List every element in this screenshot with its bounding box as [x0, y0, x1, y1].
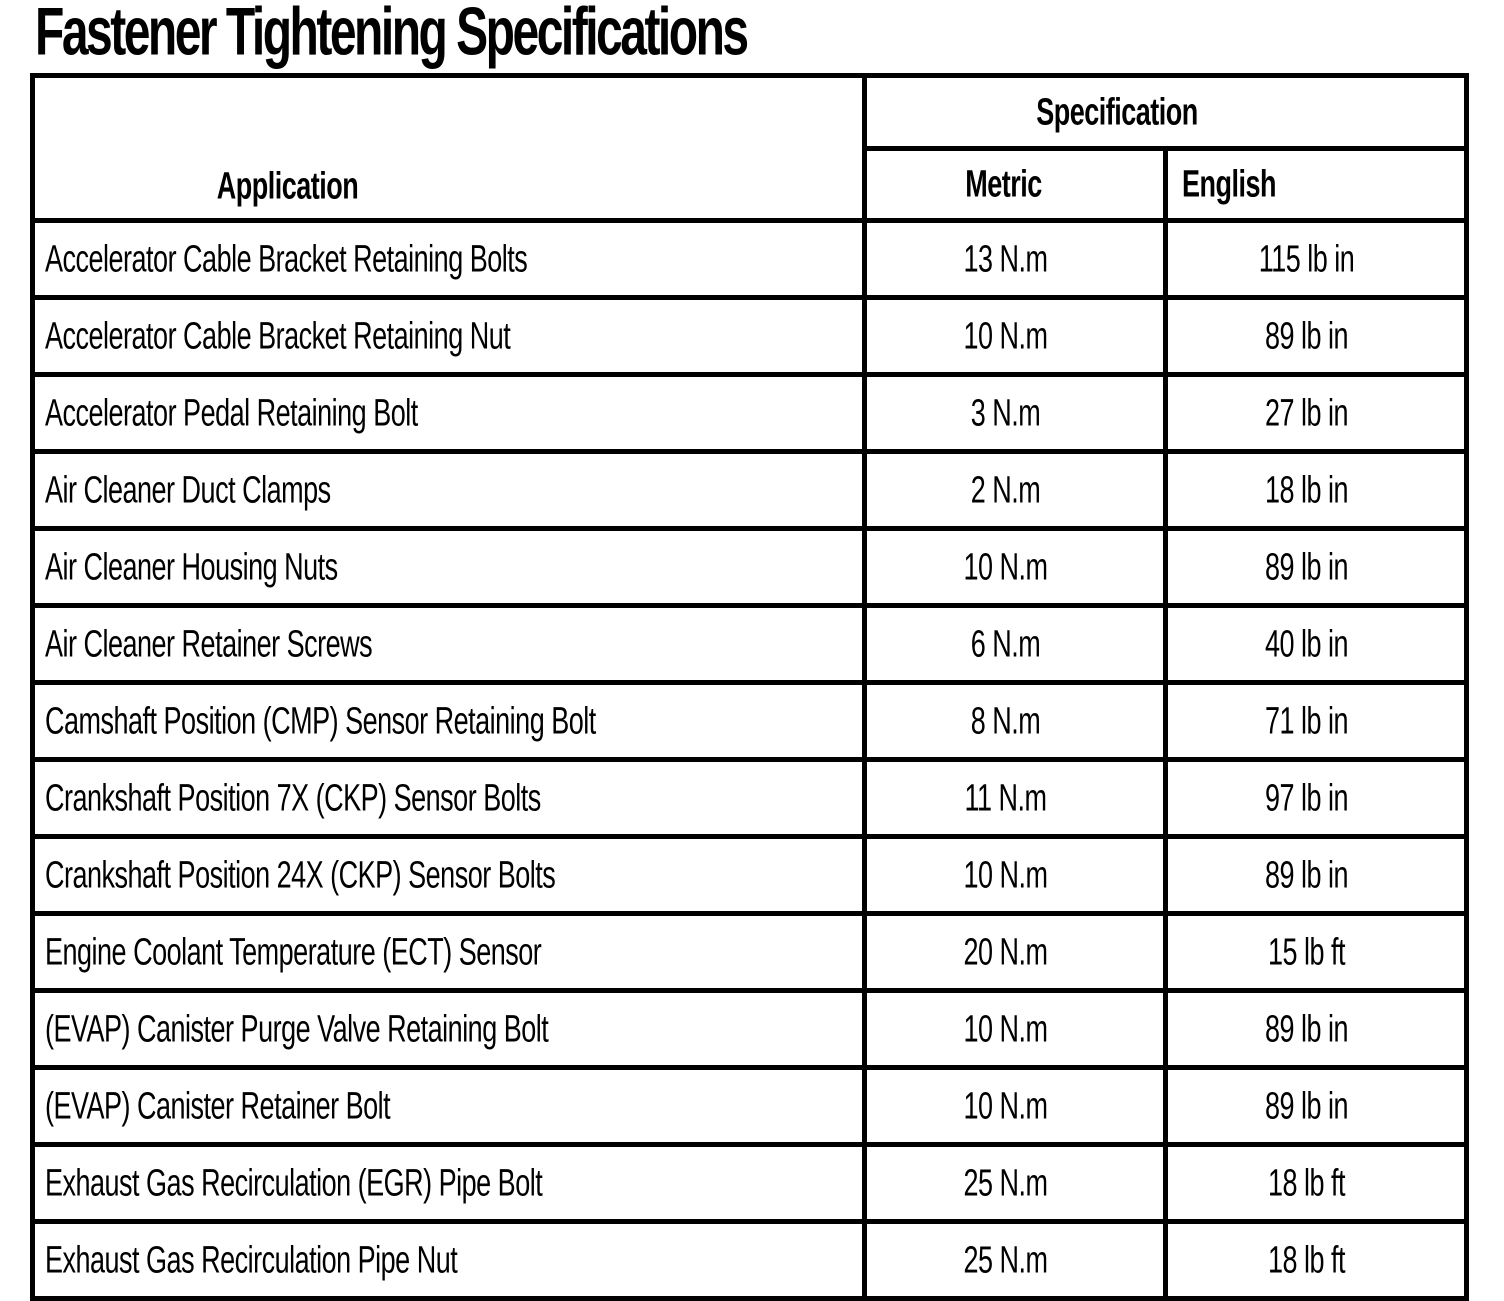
metric-cell: 8 N.m [862, 680, 1168, 762]
metric-cell: 3 N.m [862, 372, 1168, 454]
table-row: Air Cleaner Retainer Screws 6 N.m 40 lb … [30, 603, 1470, 685]
application-cell: (EVAP) Canister Retainer Bolt [30, 1065, 867, 1147]
english-cell: 89 lb in [1162, 295, 1470, 377]
english-cell: 89 lb in [1162, 1065, 1470, 1147]
metric-cell: 6 N.m [862, 603, 1168, 685]
english-cell: 97 lb in [1162, 757, 1470, 839]
table-row: (EVAP) Canister Purge Valve Retaining Bo… [30, 988, 1470, 1070]
application-cell: Exhaust Gas Recirculation Pipe Nut [30, 1219, 867, 1301]
page-title-text: Fastener Tightening Specifications [35, 0, 749, 70]
application-cell: Air Cleaner Duct Clamps [30, 449, 867, 531]
application-cell: Exhaust Gas Recirculation (EGR) Pipe Bol… [30, 1142, 867, 1224]
english-cell: 71 lb in [1162, 680, 1470, 762]
table-row: Accelerator Cable Bracket Retaining Nut … [30, 295, 1470, 377]
application-header-label: Application [216, 164, 359, 208]
table-row: Accelerator Pedal Retaining Bolt 3 N.m 2… [30, 372, 1470, 454]
metric-cell: 10 N.m [862, 1065, 1168, 1147]
application-column-header: Application [30, 73, 867, 223]
english-cell: 18 lb in [1162, 449, 1470, 531]
application-cell: (EVAP) Canister Purge Valve Retaining Bo… [30, 988, 867, 1070]
metric-cell: 10 N.m [862, 295, 1168, 377]
table-row: Camshaft Position (CMP) Sensor Retaining… [30, 680, 1470, 762]
english-cell: 27 lb in [1162, 372, 1470, 454]
english-cell: 89 lb in [1162, 988, 1470, 1070]
metric-cell: 25 N.m [862, 1219, 1168, 1301]
application-cell: Air Cleaner Housing Nuts [30, 526, 867, 608]
english-cell: 18 lb ft [1162, 1142, 1470, 1224]
metric-cell: 10 N.m [862, 526, 1168, 608]
metric-header-label: Metric [965, 162, 1042, 206]
english-cell: 40 lb in [1162, 603, 1470, 685]
metric-cell: 20 N.m [862, 911, 1168, 993]
english-cell: 15 lb ft [1162, 911, 1470, 993]
metric-cell: 2 N.m [862, 449, 1168, 531]
application-cell: Accelerator Pedal Retaining Bolt [30, 372, 867, 454]
metric-cell: 13 N.m [862, 218, 1168, 300]
table-row: Crankshaft Position 7X (CKP) Sensor Bolt… [30, 757, 1470, 839]
table-row: (EVAP) Canister Retainer Bolt 10 N.m 89 … [30, 1065, 1470, 1147]
english-cell: 18 lb ft [1162, 1219, 1470, 1301]
english-cell: 89 lb in [1162, 526, 1470, 608]
table-row: Exhaust Gas Recirculation Pipe Nut 25 N.… [30, 1219, 1470, 1301]
metric-column-header: Metric [862, 146, 1168, 223]
application-cell: Accelerator Cable Bracket Retaining Nut [30, 295, 867, 377]
english-cell: 89 lb in [1162, 834, 1470, 916]
table-row: Engine Coolant Temperature (ECT) Sensor … [30, 911, 1470, 993]
table-row: Air Cleaner Housing Nuts 10 N.m 89 lb in [30, 526, 1470, 608]
metric-cell: 11 N.m [862, 757, 1168, 839]
table-row: Exhaust Gas Recirculation (EGR) Pipe Bol… [30, 1142, 1470, 1224]
table-row: Air Cleaner Duct Clamps 2 N.m 18 lb in [30, 449, 1470, 531]
application-cell: Camshaft Position (CMP) Sensor Retaining… [30, 680, 867, 762]
table-row: Crankshaft Position 24X (CKP) Sensor Bol… [30, 834, 1470, 916]
application-cell: Crankshaft Position 24X (CKP) Sensor Bol… [30, 834, 867, 916]
metric-cell: 10 N.m [862, 834, 1168, 916]
english-column-header: English [1162, 146, 1470, 223]
english-header-label: English [1182, 162, 1277, 206]
english-cell: 115 lb in [1162, 218, 1470, 300]
table-body: Accelerator Cable Bracket Retaining Bolt… [30, 218, 1470, 1301]
table-header: Application Specification Metric English [30, 73, 1470, 223]
application-cell: Crankshaft Position 7X (CKP) Sensor Bolt… [30, 757, 867, 839]
header-row-1: Application Specification [30, 73, 1470, 223]
application-cell: Accelerator Cable Bracket Retaining Bolt… [30, 218, 867, 300]
page-title: Fastener Tightening Specifications [35, 0, 1504, 66]
specification-header-label: Specification [1036, 89, 1198, 133]
metric-cell: 25 N.m [862, 1142, 1168, 1224]
table-row: Accelerator Cable Bracket Retaining Bolt… [30, 218, 1470, 300]
fastener-spec-table: Application Specification Metric English… [30, 73, 1470, 1301]
header-row-2: Metric English [33, 146, 1470, 223]
application-cell: Engine Coolant Temperature (ECT) Sensor [30, 911, 867, 993]
metric-cell: 10 N.m [862, 988, 1168, 1070]
specification-column-header: Specification [861, 73, 1470, 151]
application-cell: Air Cleaner Retainer Screws [30, 603, 867, 685]
